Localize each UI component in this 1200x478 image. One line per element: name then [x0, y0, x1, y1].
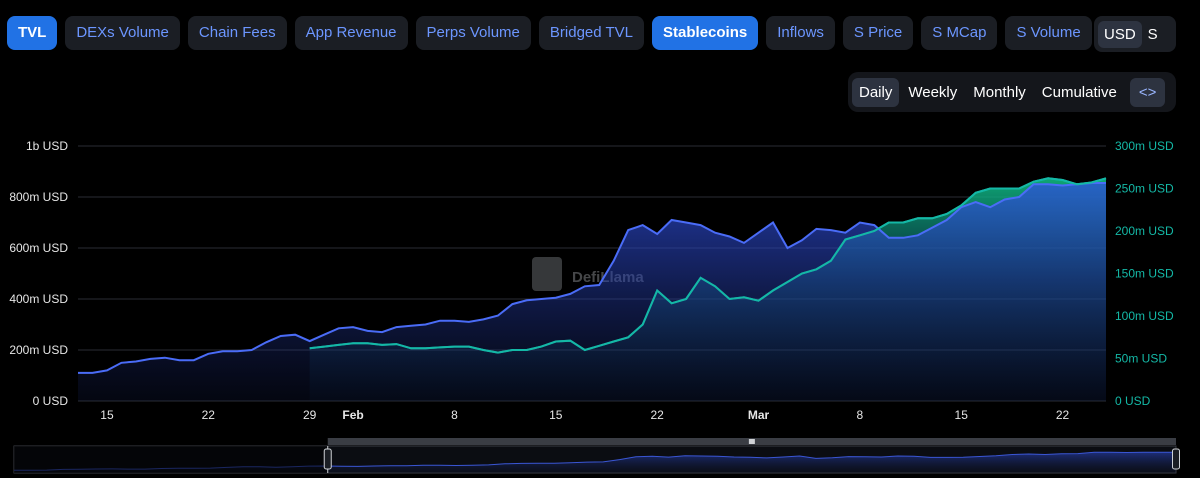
x-tick-label: Mar	[748, 408, 770, 422]
y-left-tick-label: 600m USD	[9, 241, 68, 255]
tab-s-volume[interactable]: S Volume	[1005, 16, 1092, 50]
tab-app-revenue[interactable]: App Revenue	[294, 16, 408, 50]
tab-s-mcap[interactable]: S MCap	[921, 16, 998, 50]
currency-toggle: USD S	[1094, 16, 1176, 52]
tab-dexs-volume[interactable]: DEXs Volume	[65, 16, 180, 50]
x-tick-label: 29	[303, 408, 317, 422]
y-right-tick-label: 250m USD	[1115, 182, 1174, 196]
tab-s-price[interactable]: S Price	[842, 16, 914, 50]
scrollbar-grip-icon[interactable]	[748, 439, 755, 444]
llama-logo-icon	[532, 257, 562, 291]
y-right-tick-label: 0 USD	[1115, 394, 1151, 408]
y-left-tick-label: 800m USD	[9, 190, 68, 204]
x-tick-label: 22	[650, 408, 664, 422]
tab-bridged-tvl[interactable]: Bridged TVL	[538, 16, 645, 50]
tab-stablecoins[interactable]: Stablecoins	[652, 16, 759, 50]
period-selector: Daily Weekly Monthly Cumulative <>	[848, 72, 1176, 112]
tab-inflows[interactable]: Inflows	[766, 16, 835, 50]
navigator-mask	[14, 446, 328, 473]
y-left-tick-label: 0 USD	[33, 394, 69, 408]
currency-usd[interactable]: USD	[1098, 20, 1142, 48]
x-tick-label: 8	[857, 408, 864, 422]
metric-tabs: TVL DEXs Volume Chain Fees App Revenue Perps…	[7, 16, 1092, 50]
currency-s[interactable]: S	[1147, 25, 1158, 43]
x-tick-label: Feb	[342, 408, 363, 422]
x-tick-label: 15	[100, 408, 114, 422]
tab-tvl[interactable]: TVL	[7, 16, 58, 50]
navigator-handle-left[interactable]	[323, 448, 332, 470]
y-right-tick-label: 150m USD	[1115, 267, 1174, 281]
x-tick-label: 8	[451, 408, 458, 422]
x-tick-label: 15	[955, 408, 969, 422]
y-right-tick-label: 200m USD	[1115, 224, 1174, 238]
y-left-tick-label: 400m USD	[9, 292, 68, 306]
y-right-tick-label: 100m USD	[1115, 309, 1174, 323]
period-cumulative[interactable]: Cumulative	[1041, 83, 1117, 101]
y-left-tick-label: 1b USD	[26, 139, 68, 153]
x-tick-label: 22	[202, 408, 216, 422]
period-weekly[interactable]: Weekly	[908, 83, 958, 101]
series-line-stablecoins-top	[309, 177, 1107, 354]
period-monthly[interactable]: Monthly	[973, 83, 1026, 101]
y-right-tick-label: 50m USD	[1115, 352, 1167, 366]
navigator-handle-right[interactable]	[1172, 448, 1180, 470]
y-left-tick-label: 200m USD	[9, 343, 68, 357]
period-daily[interactable]: Daily	[852, 77, 900, 107]
y-right-tick-label: 300m USD	[1115, 139, 1174, 153]
code-icon[interactable]: <>	[1129, 77, 1166, 107]
x-tick-label: 22	[1056, 408, 1070, 422]
tab-chain-fees[interactable]: Chain Fees	[187, 16, 287, 50]
series-line-tvl	[78, 182, 1106, 374]
tab-perps-volume[interactable]: Perps Volume	[415, 16, 531, 50]
x-tick-label: 15	[549, 408, 563, 422]
